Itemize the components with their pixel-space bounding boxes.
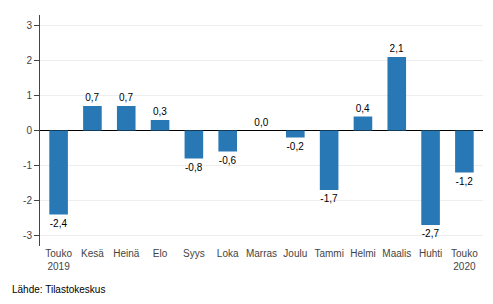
svg-text:Huhti: Huhti — [419, 248, 442, 259]
svg-text:0: 0 — [26, 125, 32, 136]
svg-text:1: 1 — [26, 90, 32, 101]
svg-text:Helmi: Helmi — [350, 248, 376, 259]
svg-text:-1,2: -1,2 — [456, 176, 474, 187]
svg-text:0,3: 0,3 — [153, 106, 167, 117]
svg-text:0,4: 0,4 — [356, 103, 370, 114]
svg-text:0,0: 0,0 — [254, 117, 268, 128]
svg-text:-2,4: -2,4 — [50, 218, 68, 229]
svg-text:-2: -2 — [23, 195, 32, 206]
svg-text:Touko2019: Touko2019 — [45, 248, 72, 272]
svg-text:Tammi: Tammi — [314, 248, 343, 259]
svg-text:2,1: 2,1 — [390, 43, 404, 54]
svg-text:Touko2020: Touko2020 — [451, 248, 478, 272]
svg-text:-0,2: -0,2 — [286, 141, 304, 152]
svg-text:Syys: Syys — [183, 248, 205, 259]
svg-text:-1: -1 — [23, 160, 32, 171]
svg-text:Loka: Loka — [217, 248, 239, 259]
svg-text:0,7: 0,7 — [119, 92, 133, 103]
svg-text:Elo: Elo — [153, 248, 168, 259]
svg-text:-3: -3 — [23, 230, 32, 241]
svg-text:0,7: 0,7 — [85, 92, 99, 103]
svg-text:Maalis: Maalis — [382, 248, 411, 259]
svg-text:-1,7: -1,7 — [320, 193, 338, 204]
svg-text:-0,8: -0,8 — [185, 162, 203, 173]
svg-text:Kesä: Kesä — [81, 248, 104, 259]
svg-text:-2,7: -2,7 — [422, 228, 440, 239]
svg-text:Lähde: Tilastokeskus: Lähde: Tilastokeskus — [12, 284, 105, 295]
svg-text:3: 3 — [26, 20, 32, 31]
svg-text:Marras: Marras — [246, 248, 277, 259]
svg-text:-0,6: -0,6 — [219, 155, 237, 166]
svg-text:Joulu: Joulu — [283, 248, 307, 259]
svg-text:Heinä: Heinä — [113, 248, 140, 259]
svg-text:2: 2 — [26, 55, 32, 66]
